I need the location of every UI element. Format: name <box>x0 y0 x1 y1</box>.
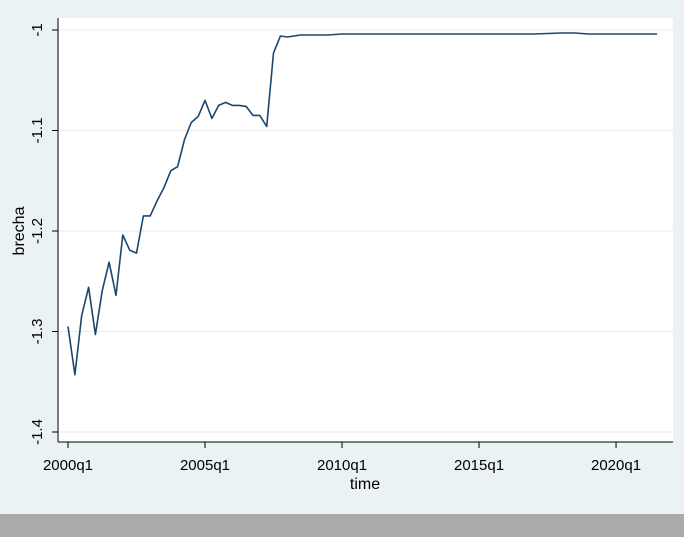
grid-lines <box>58 29 673 433</box>
y-tick-label: -1.1 <box>29 118 46 144</box>
plot-area <box>58 18 673 442</box>
y-axis-title: brecha <box>11 206 28 255</box>
x-tick-label: 2010q1 <box>317 457 367 474</box>
x-axis-ticks: 2000q1 2005q1 2010q1 2015q1 2020q1 <box>43 442 641 474</box>
x-tick-label: 2005q1 <box>180 457 230 474</box>
y-tick-label: -1.2 <box>29 218 46 244</box>
x-tick-label: 2015q1 <box>454 457 504 474</box>
x-tick-label: 2020q1 <box>591 457 641 474</box>
x-axis-title: time <box>350 476 380 493</box>
line-chart: -1 -1.1 -1.2 -1.3 -1.4 2000q1 2005q1 2010q1 201… <box>11 18 673 493</box>
series-line-brecha <box>67 32 658 376</box>
status-bar <box>0 514 684 537</box>
y-tick-label: -1.3 <box>29 319 46 345</box>
x-tick-label: 2000q1 <box>43 457 93 474</box>
y-tick-label: -1.4 <box>29 419 46 445</box>
y-tick-label: -1 <box>29 23 46 36</box>
y-axis-ticks: -1 -1.1 -1.2 -1.3 -1.4 <box>29 23 58 445</box>
